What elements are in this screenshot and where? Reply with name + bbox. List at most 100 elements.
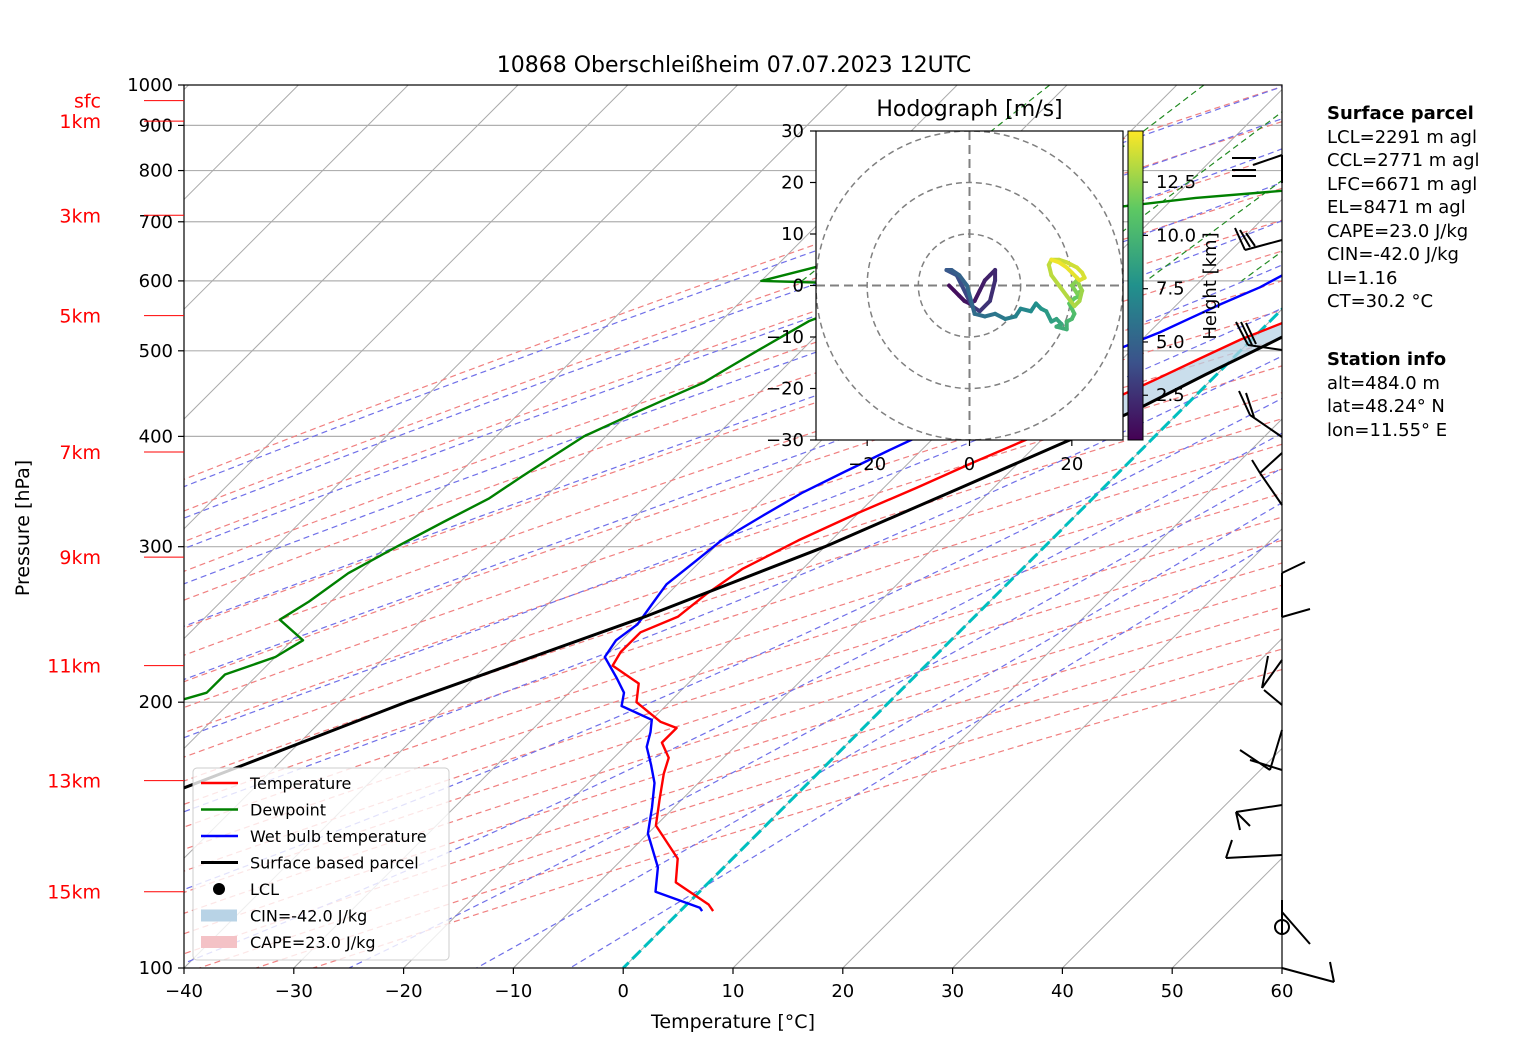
moist-adiabat xyxy=(184,264,1282,681)
moist-adiabat xyxy=(184,355,1282,813)
legend-label: Temperature xyxy=(249,774,351,793)
colorbar-tick-label: 7.5 xyxy=(1156,279,1185,300)
legend-swatch xyxy=(201,936,237,948)
surface-parcel-cin: CIN=-42.0 J/kg xyxy=(1327,244,1459,265)
y-tick-label: 800 xyxy=(139,161,173,182)
isotherm xyxy=(184,85,629,530)
station-altitude: alt=484.0 m xyxy=(1327,372,1440,394)
station-latitude: lat=48.24° N xyxy=(1327,396,1445,417)
mixing-ratio-line xyxy=(1145,179,1282,282)
surface-parcel-lfc: LFC=6671 m agl xyxy=(1327,173,1478,195)
moist-adiabat xyxy=(184,118,1282,519)
hodograph-y-tick-label: 20 xyxy=(781,173,804,194)
isotherm xyxy=(184,85,738,640)
station-info-heading: Station info xyxy=(1327,349,1447,370)
legend-label: LCL xyxy=(250,880,279,899)
hodograph-x-tick-label: 20 xyxy=(1060,454,1083,475)
hodograph-y-tick-label: −10 xyxy=(766,327,804,348)
legend-label: Wet bulb temperature xyxy=(250,827,427,846)
moist-adiabat xyxy=(569,535,1282,968)
x-axis-label: Temperature [°C] xyxy=(650,1011,815,1033)
hodograph: Hodograph [m/s] −30 −20 −10 0 10 20 30 −20 0 20 2.5… xyxy=(766,97,1221,475)
dry-adiabat xyxy=(184,562,1282,914)
colorbar-tick-label: 2.5 xyxy=(1156,385,1185,406)
surface-parcel-ccl: CCL=2771 m agl xyxy=(1327,150,1480,171)
dry-adiabat xyxy=(184,418,1282,782)
parcel-line xyxy=(184,335,1282,790)
dry-adiabat xyxy=(184,309,1282,683)
height-label: 7km xyxy=(59,442,101,464)
colorbar-tick-label: 5.0 xyxy=(1156,332,1185,353)
legend-swatch xyxy=(201,909,237,922)
y-tick-label: 100 xyxy=(139,958,173,979)
y-tick-label: 200 xyxy=(139,692,173,713)
hodograph-y-tick-label: 0 xyxy=(793,276,804,297)
surface-parcel-ct: CT=30.2 °C xyxy=(1327,291,1434,312)
colorbar-label: Height [km] xyxy=(1200,232,1221,339)
isotherm xyxy=(184,85,409,310)
y-tick-label: 300 xyxy=(139,537,173,558)
hodograph-y-tick-label: 30 xyxy=(781,121,804,142)
x-tick-label: 0 xyxy=(617,981,628,1002)
hodograph-segment xyxy=(964,283,977,316)
hodograph-x-tick-label: −20 xyxy=(848,454,886,475)
x-tick-label: −20 xyxy=(385,981,423,1002)
isotherm xyxy=(732,418,1282,968)
height-label: 15km xyxy=(47,882,101,904)
x-tick-label: 50 xyxy=(1161,981,1184,1002)
isotherm xyxy=(842,528,1282,968)
y-tick-label: 1000 xyxy=(127,75,173,96)
isotherm xyxy=(184,85,848,750)
wind-barb xyxy=(1232,154,1283,183)
height-label: 13km xyxy=(47,771,101,793)
x-tick-label: 10 xyxy=(722,981,745,1002)
wind-barb xyxy=(1235,321,1283,351)
legend-label: Surface based parcel xyxy=(250,854,419,873)
wind-barb xyxy=(1251,452,1283,506)
dry-adiabat xyxy=(184,468,1282,828)
temperature-line xyxy=(611,321,1282,912)
x-tick-label: 40 xyxy=(1051,981,1074,1002)
surface-parcel-lcl: LCL=2291 m agl xyxy=(1327,126,1477,148)
chart-title: 10868 Oberschleißheim 07.07.2023 12UTC xyxy=(497,53,972,78)
height-label: 1km xyxy=(59,111,101,133)
height-label: 11km xyxy=(47,656,101,678)
x-tick-label: −40 xyxy=(165,981,203,1002)
dry-adiabat xyxy=(184,365,1282,734)
isotherm xyxy=(513,198,1282,968)
legend-box xyxy=(192,767,450,961)
mixing-ratio-line xyxy=(1056,111,1282,282)
hodograph-segment xyxy=(1049,257,1062,265)
height-label: sfc xyxy=(74,91,101,113)
x-tick-label: 60 xyxy=(1271,981,1294,1002)
surface-parcel-panel: Surface parcel LCL=2291 m agl CCL=2771 m… xyxy=(1327,102,1480,314)
x-tick-label: −10 xyxy=(494,981,532,1002)
colorbar-tick-label: 12.5 xyxy=(1156,172,1196,193)
hodograph-y-tick-label: 10 xyxy=(781,224,804,245)
isotherm xyxy=(952,637,1282,968)
hodograph-plot xyxy=(816,131,1123,440)
dry-adiabat xyxy=(184,606,1282,955)
surface-parcel-el: EL=8471 m agl xyxy=(1327,197,1466,218)
height-label: 5km xyxy=(59,306,101,328)
dry-adiabat xyxy=(184,516,1282,872)
height-label: 9km xyxy=(59,547,101,569)
surface-parcel-li: LI=1.16 xyxy=(1327,267,1398,289)
hodograph-y-tick-label: −30 xyxy=(766,430,804,451)
x-axis: −40 −30 −20 −10 0 10 20 30 40 50 60 xyxy=(165,968,1293,1002)
isotherm xyxy=(184,85,519,420)
wind-barb xyxy=(1261,655,1283,706)
legend: Temperature Dewpoint Wet bulb temperature S… xyxy=(192,767,450,961)
x-tick-label: 20 xyxy=(831,981,854,1002)
wind-barb xyxy=(1281,561,1311,618)
hodograph-segment xyxy=(1064,293,1077,309)
y-axis-label: Pressure [hPa] xyxy=(12,460,34,596)
freezing-isotherm xyxy=(622,307,1282,968)
dry-adiabat xyxy=(184,85,1282,481)
station-info-panel: Station info alt=484.0 m lat=48.24° N lo… xyxy=(1327,348,1447,442)
x-tick-label: −30 xyxy=(275,981,313,1002)
hodograph-y-tick-label: −20 xyxy=(766,379,804,400)
hodograph-segment xyxy=(957,273,969,288)
